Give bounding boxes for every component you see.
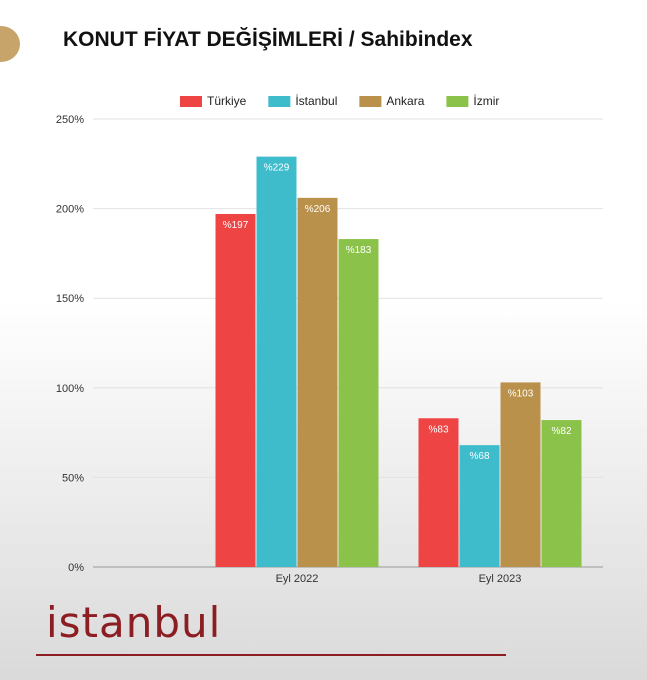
bar-chart: 0% 50% 100% 150% 200% 250% %197 %229 %206 %183 Eyl… <box>56 94 603 585</box>
y-tick-label: 100% <box>56 383 84 395</box>
bar <box>541 420 582 567</box>
logo-underline <box>36 654 506 656</box>
legend-label: İstanbul <box>295 94 337 108</box>
bar <box>215 213 256 567</box>
y-tick-label: 50% <box>62 472 84 484</box>
legend-swatch <box>359 96 382 107</box>
bar <box>500 382 541 567</box>
bar <box>256 156 297 567</box>
data-label: %83 <box>428 424 448 435</box>
bar <box>297 197 338 567</box>
x-tick-label: Eyl 2023 <box>479 573 522 585</box>
x-tick-label: Eyl 2022 <box>276 573 319 585</box>
chart-title: KONUT FİYAT DEĞİŞİMLERİ / Sahibindex <box>63 28 473 51</box>
data-label: %183 <box>346 245 372 256</box>
legend-label: Ankara <box>386 94 424 108</box>
y-tick-label: 200% <box>56 204 84 216</box>
data-label: %206 <box>305 204 331 215</box>
y-tick-label: 0% <box>68 562 84 574</box>
data-label: %197 <box>223 220 249 231</box>
corner-brand-mark <box>0 26 20 62</box>
data-label: %229 <box>264 163 290 174</box>
legend-label: Türkiye <box>207 94 247 108</box>
y-tick-label: 150% <box>56 293 84 305</box>
bar <box>418 418 459 567</box>
y-tick-label: 250% <box>56 114 84 126</box>
data-label: %68 <box>469 451 489 462</box>
data-label: %103 <box>508 388 534 399</box>
bar <box>338 239 379 567</box>
brand-logo: istanbul <box>46 598 222 647</box>
legend-swatch <box>446 96 469 107</box>
legend-swatch <box>180 96 202 107</box>
legend-swatch <box>268 96 291 107</box>
bar <box>459 445 500 567</box>
legend-label: İzmir <box>473 94 499 108</box>
data-label: %82 <box>551 426 571 437</box>
